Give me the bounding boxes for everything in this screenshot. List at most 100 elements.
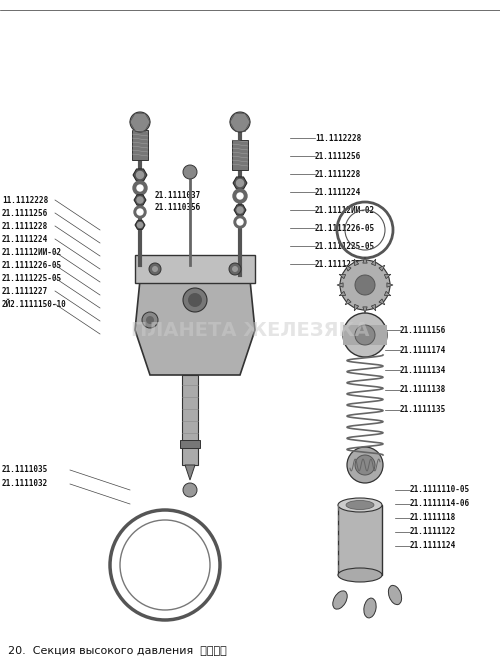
Text: 21.111035б: 21.111035б xyxy=(155,203,202,211)
Polygon shape xyxy=(133,169,147,181)
Circle shape xyxy=(183,165,197,179)
Text: 21.1111032: 21.1111032 xyxy=(2,479,48,489)
Text: 21.11112ИИ-02: 21.11112ИИ-02 xyxy=(2,248,62,256)
Text: 21.1111228: 21.1111228 xyxy=(315,169,361,179)
Ellipse shape xyxy=(364,598,376,618)
Text: 21.1111228: 21.1111228 xyxy=(2,222,48,230)
Text: 21.1111118: 21.1111118 xyxy=(410,514,456,522)
Circle shape xyxy=(133,181,147,195)
Circle shape xyxy=(347,447,383,483)
Polygon shape xyxy=(135,220,145,229)
Bar xyxy=(132,130,148,160)
Bar xyxy=(232,140,248,170)
Ellipse shape xyxy=(338,568,382,582)
Text: 21.1111227: 21.1111227 xyxy=(2,287,48,295)
Polygon shape xyxy=(345,265,351,271)
Text: 21.1111134: 21.1111134 xyxy=(400,365,446,375)
Bar xyxy=(343,325,387,345)
Circle shape xyxy=(355,325,375,345)
Circle shape xyxy=(340,260,390,310)
Text: 21.1111035: 21.1111035 xyxy=(2,465,48,475)
Text: 21.1111037: 21.1111037 xyxy=(155,191,202,199)
Text: 21.1111256: 21.1111256 xyxy=(2,209,48,218)
Circle shape xyxy=(355,455,375,475)
Text: 21.1111224: 21.1111224 xyxy=(2,234,48,244)
Polygon shape xyxy=(337,283,343,287)
Text: 11.1112228: 11.1112228 xyxy=(2,195,48,205)
Text: 21.1111110-05: 21.1111110-05 xyxy=(410,485,470,495)
Bar xyxy=(338,505,382,575)
Circle shape xyxy=(343,313,387,357)
Bar xyxy=(182,375,198,465)
Text: 21.1111122: 21.1111122 xyxy=(410,528,456,536)
Text: 21.1111135: 21.1111135 xyxy=(400,406,446,414)
Text: 21.1111225-05: 21.1111225-05 xyxy=(2,273,62,283)
Polygon shape xyxy=(372,305,376,311)
Bar xyxy=(180,440,200,448)
Polygon shape xyxy=(345,299,351,305)
Polygon shape xyxy=(233,177,247,189)
Polygon shape xyxy=(135,280,255,375)
Text: 11.1112228: 11.1112228 xyxy=(315,134,361,142)
Polygon shape xyxy=(185,465,195,480)
Polygon shape xyxy=(134,195,146,205)
Ellipse shape xyxy=(388,585,402,604)
Polygon shape xyxy=(363,307,367,313)
Circle shape xyxy=(237,207,243,213)
Circle shape xyxy=(149,263,161,275)
Ellipse shape xyxy=(338,498,382,512)
Polygon shape xyxy=(354,305,358,311)
Polygon shape xyxy=(339,274,345,279)
Ellipse shape xyxy=(346,500,374,510)
Polygon shape xyxy=(379,299,385,305)
Circle shape xyxy=(183,288,207,312)
Text: 21.1111256: 21.1111256 xyxy=(315,152,361,160)
Text: 21.1111225-05: 21.1111225-05 xyxy=(315,242,375,250)
Circle shape xyxy=(234,216,246,228)
Text: 21.1111138: 21.1111138 xyxy=(400,385,446,395)
Circle shape xyxy=(236,179,244,187)
Text: 21.1111224: 21.1111224 xyxy=(315,187,361,197)
Polygon shape xyxy=(384,274,391,279)
Text: 21.1111227: 21.1111227 xyxy=(315,260,361,269)
Circle shape xyxy=(355,275,375,295)
Polygon shape xyxy=(387,283,393,287)
Polygon shape xyxy=(363,257,367,263)
Circle shape xyxy=(138,222,142,228)
Text: 21.1111124: 21.1111124 xyxy=(410,542,456,551)
Circle shape xyxy=(232,266,238,272)
Polygon shape xyxy=(339,291,345,296)
Polygon shape xyxy=(379,265,385,271)
Text: ПЛАНЕТА ЖЕЛЕЗЯКА: ПЛАНЕТА ЖЕЛЕЗЯКА xyxy=(131,320,369,340)
Circle shape xyxy=(134,206,146,218)
Text: 21.1111114-06: 21.1111114-06 xyxy=(410,500,470,508)
Text: 21.1111156: 21.1111156 xyxy=(400,326,446,334)
Circle shape xyxy=(237,219,243,225)
Circle shape xyxy=(230,112,250,132)
Circle shape xyxy=(142,312,158,328)
Circle shape xyxy=(183,483,197,497)
Circle shape xyxy=(188,293,202,307)
Text: 20.  Секция высокого давления  ᄑᄑᄑᄑ: 20. Секция высокого давления ᄑᄑᄑᄑ xyxy=(8,645,227,655)
Circle shape xyxy=(229,263,241,275)
Circle shape xyxy=(136,171,143,179)
Polygon shape xyxy=(354,259,358,265)
Text: 21.1111174: 21.1111174 xyxy=(400,346,446,354)
Text: 21.11112ИИ-02: 21.11112ИИ-02 xyxy=(315,205,375,214)
Polygon shape xyxy=(384,291,391,296)
Circle shape xyxy=(233,189,247,203)
Polygon shape xyxy=(234,205,246,215)
Text: 2Й2.1111150-10: 2Й2.1111150-10 xyxy=(2,299,67,308)
Circle shape xyxy=(130,112,150,132)
Circle shape xyxy=(137,185,143,191)
Circle shape xyxy=(152,266,158,272)
Circle shape xyxy=(146,316,154,324)
Polygon shape xyxy=(372,259,376,265)
Bar xyxy=(135,255,255,283)
Text: 21.1111226-05: 21.1111226-05 xyxy=(2,261,62,269)
Ellipse shape xyxy=(333,591,347,609)
Circle shape xyxy=(137,209,143,215)
Circle shape xyxy=(137,197,143,203)
Circle shape xyxy=(237,193,243,199)
Text: 21.1111226-05: 21.1111226-05 xyxy=(315,224,375,232)
